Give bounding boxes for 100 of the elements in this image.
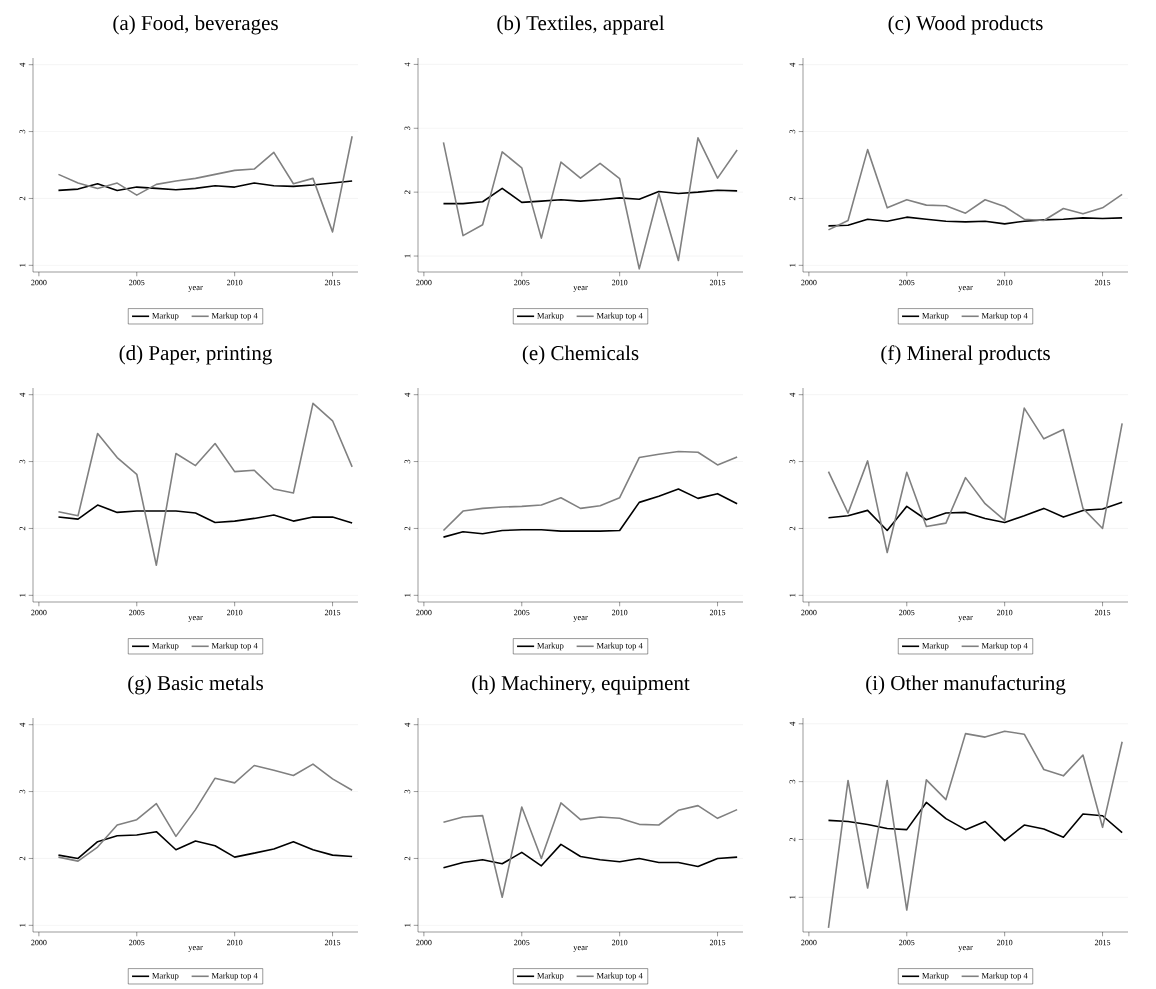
y-tick-label: 3 bbox=[789, 459, 796, 464]
y-tick-label: 1 bbox=[19, 923, 26, 927]
x-tick-label: 2005 bbox=[899, 279, 915, 286]
y-tick-label: 4 bbox=[19, 722, 26, 727]
x-tick-label: 2000 bbox=[416, 609, 432, 616]
x-tick-label: 2000 bbox=[31, 279, 47, 286]
legend-label: Markup top 4 bbox=[596, 972, 643, 981]
y-tick-label: 4 bbox=[19, 392, 26, 397]
legend-label: Markup top 4 bbox=[211, 972, 258, 981]
legend-label: Markup bbox=[537, 642, 564, 651]
y-tick-label: 1 bbox=[404, 923, 411, 927]
legend-label: Markup bbox=[537, 972, 564, 981]
x-tick-label: 2000 bbox=[416, 939, 432, 946]
legend-label: Markup bbox=[537, 312, 564, 321]
y-tick-label: 2 bbox=[19, 196, 26, 201]
chart-title: (g) Basic metals bbox=[128, 675, 263, 695]
y-tick-label: 3 bbox=[19, 129, 26, 134]
x-axis-title: year bbox=[573, 946, 588, 952]
y-tick-label: 2 bbox=[404, 856, 411, 861]
y-tick-label: 2 bbox=[789, 837, 796, 842]
legend-label: Markup top 4 bbox=[211, 642, 258, 651]
x-axis-title: year bbox=[958, 286, 973, 292]
legend-label: Markup top 4 bbox=[211, 312, 258, 321]
x-tick-label: 2010 bbox=[612, 939, 628, 946]
x-tick-label: 2000 bbox=[801, 279, 817, 286]
y-tick-label: 1 bbox=[404, 593, 411, 597]
legend-label: Markup top 4 bbox=[981, 642, 1028, 651]
x-tick-label: 2005 bbox=[899, 609, 915, 616]
legend-label: Markup bbox=[152, 972, 179, 981]
x-tick-label: 2005 bbox=[514, 609, 530, 616]
x-tick-label: 2005 bbox=[899, 939, 915, 946]
x-tick-label: 2005 bbox=[129, 939, 145, 946]
x-tick-label: 2015 bbox=[324, 939, 341, 946]
x-tick-label: 2000 bbox=[31, 939, 47, 946]
x-tick-label: 2010 bbox=[227, 939, 243, 946]
legend-label: Markup top 4 bbox=[596, 642, 643, 651]
x-tick-label: 2005 bbox=[514, 279, 530, 286]
y-tick-label: 2 bbox=[404, 190, 411, 194]
legend-label: Markup bbox=[152, 312, 179, 321]
chart-title: (c) Wood products bbox=[888, 15, 1043, 35]
line-series bbox=[827, 148, 1123, 231]
y-tick-label: 3 bbox=[404, 126, 411, 130]
x-tick-label: 2015 bbox=[1094, 279, 1111, 286]
y-tick-label: 2 bbox=[404, 526, 411, 531]
y-tick-label: 2 bbox=[19, 526, 26, 531]
line-series bbox=[827, 801, 1123, 842]
chart-title: (h) Machinery, equipment bbox=[472, 675, 690, 695]
x-tick-label: 2010 bbox=[997, 609, 1013, 616]
legend-label: Markup top 4 bbox=[981, 972, 1028, 981]
x-tick-label: 2015 bbox=[709, 609, 726, 616]
line-series bbox=[442, 187, 738, 205]
y-tick-label: 4 bbox=[789, 392, 796, 397]
y-tick-label: 3 bbox=[789, 129, 796, 134]
x-tick-label: 2015 bbox=[324, 279, 341, 286]
legend-label: Markup bbox=[922, 642, 949, 651]
x-axis-title: year bbox=[958, 616, 973, 622]
y-tick-label: 4 bbox=[404, 62, 411, 67]
chart-title: (e) Chemicals bbox=[522, 345, 639, 365]
x-tick-label: 2010 bbox=[997, 279, 1013, 286]
y-tick-label: 4 bbox=[404, 392, 411, 397]
legend-label: Markup bbox=[922, 312, 949, 321]
x-axis-title: year bbox=[573, 616, 588, 622]
x-tick-label: 2000 bbox=[801, 609, 817, 616]
y-tick-label: 4 bbox=[19, 62, 26, 67]
line-series bbox=[442, 843, 738, 869]
y-tick-label: 3 bbox=[404, 789, 411, 794]
x-tick-label: 2010 bbox=[227, 609, 243, 616]
y-tick-label: 2 bbox=[789, 526, 796, 531]
legend-label: Markup top 4 bbox=[981, 312, 1028, 321]
chart-title: (b) Textiles, apparel bbox=[497, 15, 665, 35]
y-tick-label: 1 bbox=[789, 895, 796, 899]
line-series bbox=[442, 802, 738, 899]
x-tick-label: 2005 bbox=[514, 939, 530, 946]
x-axis-title: year bbox=[188, 946, 203, 952]
x-tick-label: 2005 bbox=[129, 609, 145, 616]
y-tick-label: 3 bbox=[19, 789, 26, 794]
legend-label: Markup bbox=[152, 642, 179, 651]
y-tick-label: 1 bbox=[19, 263, 26, 267]
x-tick-label: 2000 bbox=[416, 279, 432, 286]
y-tick-label: 4 bbox=[789, 62, 796, 67]
y-tick-label: 4 bbox=[789, 721, 796, 726]
chart-title: (a) Food, beverages bbox=[113, 15, 278, 35]
x-axis-title: year bbox=[188, 286, 203, 292]
line-series bbox=[442, 137, 738, 270]
line-series bbox=[57, 135, 353, 233]
x-tick-label: 2015 bbox=[1094, 609, 1111, 616]
y-tick-label: 2 bbox=[19, 856, 26, 861]
legend-label: Markup bbox=[922, 972, 949, 981]
x-tick-label: 2015 bbox=[1094, 939, 1111, 946]
y-tick-label: 1 bbox=[19, 593, 26, 597]
x-tick-label: 2015 bbox=[709, 939, 726, 946]
y-tick-label: 1 bbox=[404, 254, 411, 258]
line-series bbox=[57, 180, 353, 192]
y-tick-label: 3 bbox=[789, 779, 796, 784]
x-tick-label: 2005 bbox=[129, 279, 145, 286]
x-tick-label: 2010 bbox=[612, 279, 628, 286]
line-series bbox=[827, 501, 1123, 532]
y-tick-label: 1 bbox=[789, 263, 796, 267]
y-tick-label: 3 bbox=[404, 459, 411, 464]
line-series bbox=[57, 402, 353, 567]
